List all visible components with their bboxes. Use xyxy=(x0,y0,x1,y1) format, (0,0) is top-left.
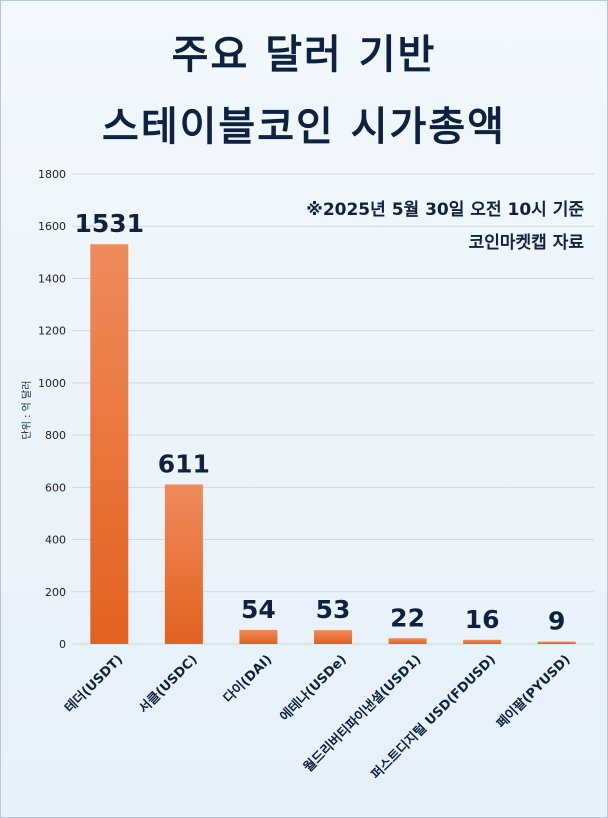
y-tick-label: 1400 xyxy=(38,272,66,285)
y-tick-label: 1200 xyxy=(38,325,66,338)
bar xyxy=(239,629,278,644)
y-tick-label: 400 xyxy=(45,534,66,547)
y-tick-label: 800 xyxy=(45,429,66,442)
y-tick-label: 1600 xyxy=(38,220,66,233)
chart-title-line1: 주요 달러 기반 xyxy=(171,32,437,78)
x-tick-label: 페이팔(PYUSD) xyxy=(493,652,573,732)
bar xyxy=(314,630,352,644)
bar xyxy=(388,638,427,644)
x-tick-label: 에테나(USDe) xyxy=(277,652,350,725)
bar-value-label: 1531 xyxy=(74,209,144,238)
bar-value-label: 54 xyxy=(241,595,276,624)
chart-title-line2: 스테이블코인 시가총액 xyxy=(102,104,506,150)
y-tick-label: 1800 xyxy=(38,168,66,181)
bar-value-label: 53 xyxy=(316,595,351,624)
x-tick-label: 퍼스트디지털 USD(FDUSD) xyxy=(368,652,499,783)
x-tick-label: 월드리버티파이낸셜(USD1) xyxy=(300,652,424,776)
y-tick-label: 600 xyxy=(45,481,66,494)
y-axis-label: 단위 : 억 달러 xyxy=(20,381,33,440)
bar xyxy=(537,641,576,644)
bar-value-label: 22 xyxy=(390,603,425,632)
x-tick-label: 다이(DAI) xyxy=(220,652,275,707)
bar xyxy=(164,484,203,644)
bar-value-label: 611 xyxy=(158,449,210,478)
y-tick-label: 200 xyxy=(45,586,66,599)
x-tick-label: 테더(USDT) xyxy=(61,652,126,717)
bar xyxy=(463,639,502,644)
x-tick-label: 서클(USDC) xyxy=(136,652,200,716)
bar xyxy=(90,244,129,644)
source-note-date: ※2025년 5월 30일 오전 10시 기준 xyxy=(306,200,584,220)
bar-value-label: 16 xyxy=(465,605,500,634)
source-note-source: 코인마켓캡 자료 xyxy=(469,233,585,253)
y-tick-label: 1000 xyxy=(38,377,66,390)
bar-value-label: 9 xyxy=(548,607,565,636)
y-tick-label: 0 xyxy=(59,638,66,651)
